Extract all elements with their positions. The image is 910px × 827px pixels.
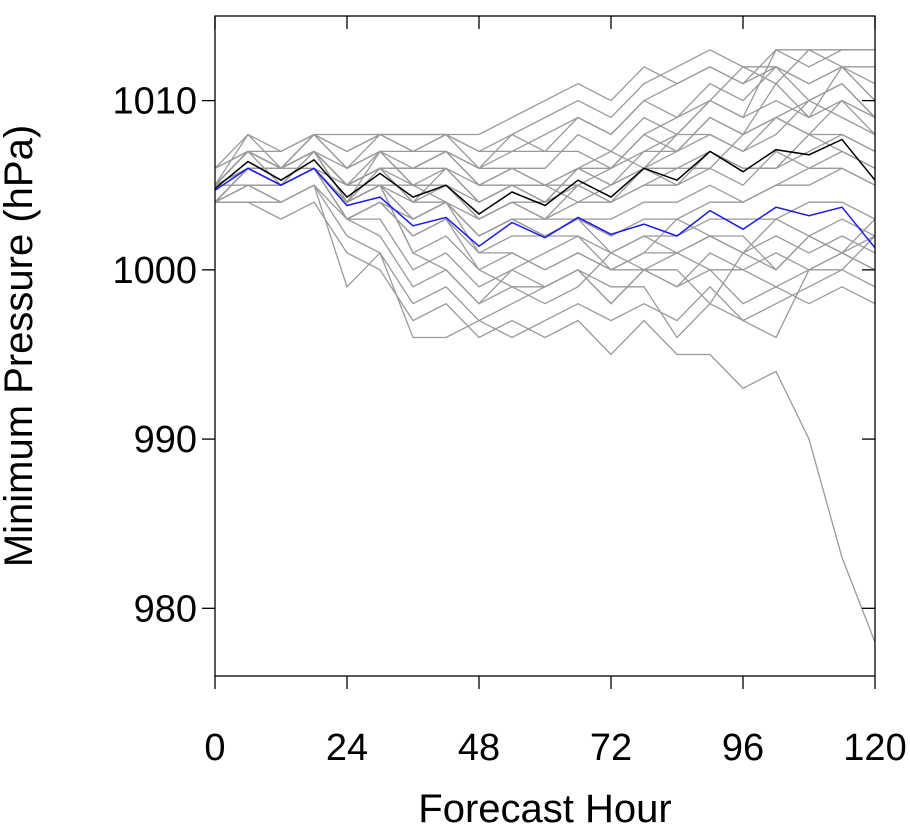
ensemble-series-line [214,184,876,305]
ensemble-series-line [214,167,876,254]
ensemble-series-line [214,99,876,186]
ensemble-series-line [214,184,876,339]
ensemble-series-line [214,82,876,203]
y-tick-label: 1010 [112,81,197,123]
ensemble-series-line [214,48,875,204]
ensemble-series-line [214,133,876,203]
ensemble-series-line [214,49,875,169]
y-tick-label: 990 [134,419,197,461]
ensemble-series-line [214,99,876,186]
ensemble-series-line [214,99,876,186]
blue-series-line [214,167,876,249]
plot-frame [214,15,876,677]
x-tick-label: 72 [590,727,632,769]
ensemble-series-line [214,167,876,254]
axes-layer [214,15,876,677]
ensemble-series-line [215,201,876,643]
black-series-line [214,138,876,215]
ensemble-series-line [214,167,876,220]
x-tick-label: 120 [843,727,906,769]
x-tick-label: 48 [458,727,500,769]
series-layer [214,48,876,643]
y-tick-label: 980 [134,588,197,630]
y-tick-label: 1000 [112,250,197,292]
ensemble-series-line [214,150,876,305]
ensemble-series-line [215,167,876,254]
x-tick-label: 0 [204,727,225,769]
x-tick-label: 24 [326,727,368,769]
x-axis-title: Forecast Hour [418,787,671,827]
y-axis-title: Minimum Pressure (hPa) [0,125,41,567]
tick-layer: 0 24 48 72 96 120 980 990 1000 1010 [112,16,907,769]
x-tick-label: 96 [722,727,764,769]
